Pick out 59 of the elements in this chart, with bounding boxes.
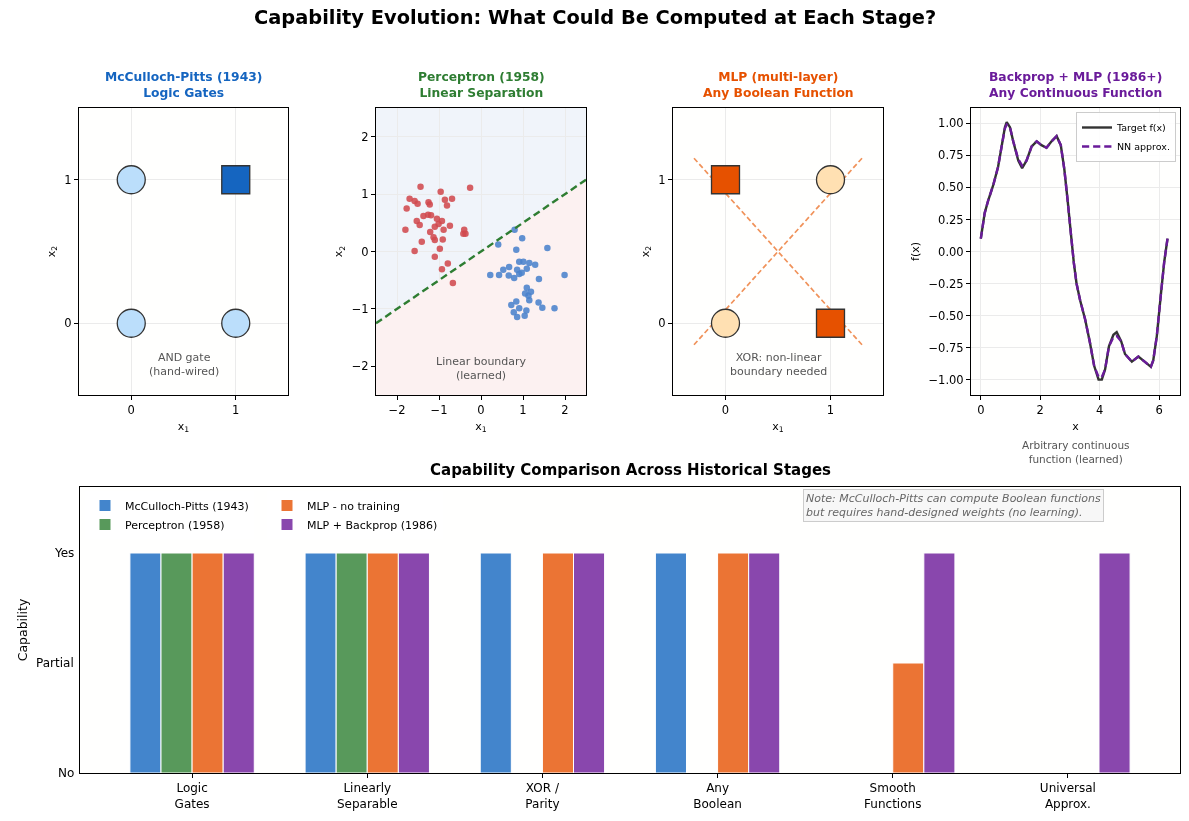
y-tick-label: 2 [361, 129, 369, 144]
x-tick-label: 2 [1036, 402, 1044, 417]
x-tick-label: 0 [721, 402, 730, 417]
y-tick-label: 1 [361, 187, 369, 202]
chart-title: Capability Comparison Across Historical Stages [430, 461, 832, 479]
x-axis-title: x$_{1}$ [772, 420, 784, 435]
x-tick-label: Any Boolean [693, 781, 742, 811]
x-tick-label: Smooth Functions [864, 781, 922, 811]
legend-label: MLP + Backprop (1986) [307, 518, 438, 532]
y-tick-label: −2 [351, 359, 369, 374]
x-tick-label: Linearly Separable [336, 781, 398, 811]
text: Note: McCulloch-Pitts can compute Boolean functions but requires hand-designed weights (no learning). [806, 492, 1102, 520]
legend-label: NN approx. [1117, 141, 1170, 153]
x-tick-label: 1 [826, 402, 835, 417]
y-axis-title: Capability [15, 598, 31, 662]
y-tick-label: −1 [351, 301, 369, 316]
y-axis-title: f(x) [909, 242, 923, 261]
y-tick-label: −0.75 [928, 340, 964, 355]
x-tick-label: 0 [127, 402, 135, 417]
x-tick-label: 0 [977, 402, 985, 417]
y-tick-label: 0.50 [938, 180, 964, 195]
annotation: AND gate (hand-wired) [149, 351, 220, 379]
x-tick-label: 1 [232, 402, 240, 417]
y-tick-label: 0.75 [938, 148, 964, 163]
text: Capability Evolution: What Could Be Computed at Each Stage? [254, 6, 937, 29]
legend-label: MLP - no training [307, 499, 401, 513]
text: Arbitrary continuous function (learned) [1022, 439, 1130, 465]
x-tick-label: 6 [1155, 402, 1163, 417]
x-axis-title: x$_{1}$ [475, 420, 487, 435]
x-tick-label: Logic Gates [174, 781, 210, 811]
x-tick-label: 0 [477, 402, 485, 417]
x-tick-label: −1 [430, 402, 448, 417]
x-tick-label: 2 [561, 402, 569, 417]
text: Yes [54, 546, 75, 560]
chart-title: Backprop + MLP (1986+) Any Continuous Function [989, 70, 1163, 100]
legend-label: Perceptron (1958) [125, 518, 225, 532]
chart-title: Perceptron (1958) Linear Separation [418, 70, 545, 100]
y-tick-label: 0.00 [938, 244, 964, 259]
annotation: XOR: non-linear boundary needed [730, 351, 828, 379]
y-tick-label: −0.50 [928, 308, 964, 323]
legend-label: McCulloch-Pitts (1943) [125, 499, 249, 513]
x-tick-label: 1 [519, 402, 527, 417]
y-tick-label: 0 [361, 244, 369, 259]
y-tick-label: −0.25 [928, 276, 964, 291]
text: No [58, 766, 75, 780]
legend-label: Target f(x) [1116, 122, 1166, 134]
annotation: Linear boundary (learned) [436, 355, 527, 383]
y-tick-label: 1.00 [938, 116, 964, 131]
x-axis-title: x [1072, 420, 1080, 433]
x-axis-title: x$_{1}$ [177, 420, 190, 435]
x-tick-label: 4 [1096, 402, 1104, 417]
x-tick-label: Universal Approx. [1039, 781, 1096, 811]
chart-title: McCulloch-Pitts (1943) Logic Gates [105, 70, 263, 100]
y-tick-label: 0.25 [938, 212, 964, 227]
x-tick-label: −2 [388, 402, 406, 417]
x-tick-label: XOR / Parity [525, 781, 560, 811]
chart-title: MLP (multi-layer) Any Boolean Function [703, 70, 854, 100]
text: Partial [36, 656, 74, 670]
y-tick-label: −1.00 [928, 372, 964, 387]
